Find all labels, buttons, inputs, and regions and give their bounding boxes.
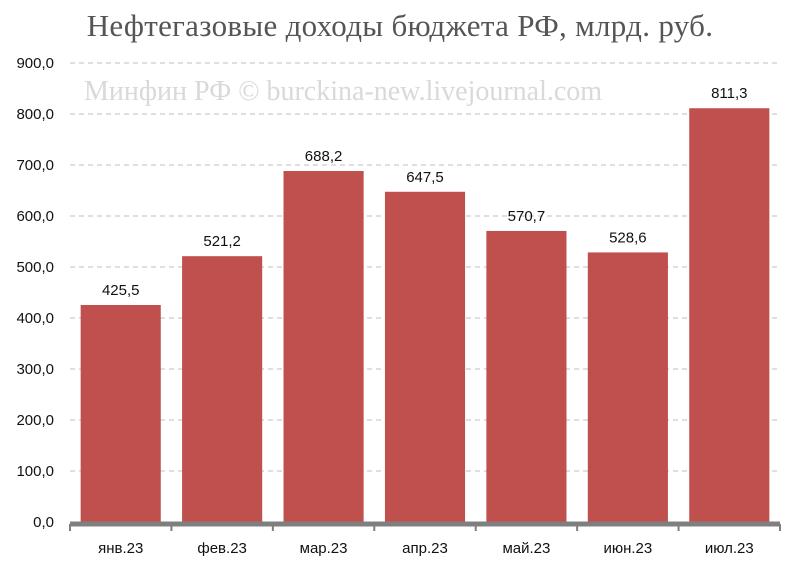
y-tick-label: 100,0 [16,463,54,480]
data-label: 647,5 [406,169,444,186]
watermark: Минфин РФ © burckina-new.livejournal.com [84,76,602,107]
data-label: 570,7 [508,208,546,225]
x-axis [69,521,781,531]
data-label: 811,3 [711,85,747,102]
data-label: 425,5 [102,282,140,299]
x-axis-ticks: янв.23 фев.23 мар.23 апр.23 май.23 июн.23 июл.… [98,540,754,557]
x-tick-label: фев.23 [197,540,247,557]
chart-title: Нефтегазовые доходы бюджета РФ, млрд. ру… [86,8,714,43]
bars [80,108,770,522]
data-label: 688,2 [305,148,343,165]
bar [182,256,263,522]
bar [283,171,364,522]
x-tick-label: июн.23 [603,540,652,557]
x-tick-label: мар.23 [300,540,348,557]
bar [587,252,668,522]
y-tick-label: 400,0 [16,310,54,327]
data-label: 528,6 [609,229,647,246]
y-tick-label: 700,0 [16,157,54,174]
x-tick-label: май.23 [502,540,550,557]
y-tick-label: 500,0 [16,259,54,276]
x-tick-label: янв.23 [98,540,143,557]
y-axis-ticks: 0,0 100,0 200,0 300,0 400,0 500,0 600,0 700,0 80… [16,55,54,531]
data-labels: 425,5 521,2 688,2 647,5 570,7 528,6 811,3 [102,85,748,299]
y-tick-label: 800,0 [16,106,54,123]
bar [384,191,466,522]
y-tick-label: 200,0 [16,412,54,429]
y-tick-label: 600,0 [16,208,54,225]
bar [689,108,770,522]
x-tick-label: апр.23 [402,540,448,557]
y-tick-label: 0,0 [33,514,54,531]
bar [486,230,567,522]
y-tick-label: 300,0 [16,361,54,378]
bar [80,304,161,522]
y-tick-label: 900,0 [16,55,54,72]
data-label: 521,2 [203,233,241,250]
x-tick-label: июл.23 [705,540,754,557]
